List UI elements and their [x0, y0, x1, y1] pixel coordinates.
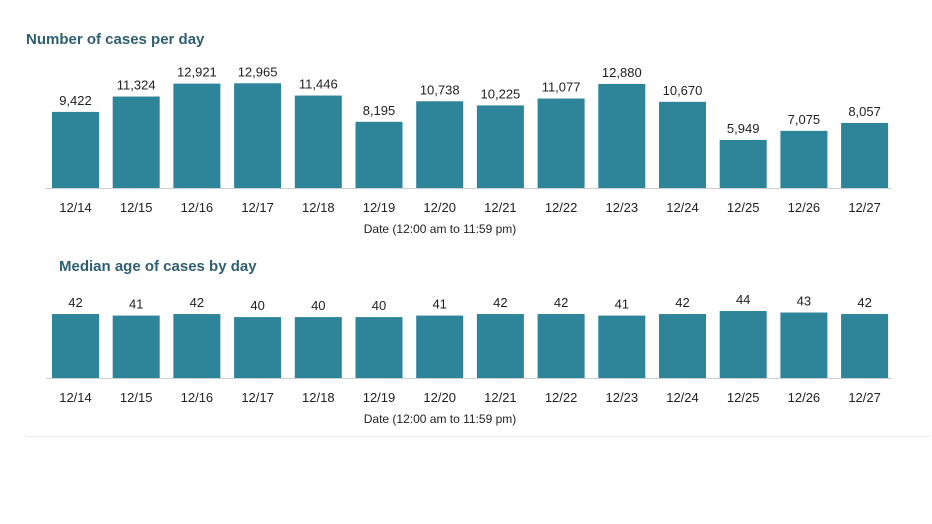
x-tick-label: 12/14	[59, 390, 92, 405]
x-tick-label: 12/17	[241, 200, 274, 215]
bar-12-24	[659, 314, 706, 378]
x-tick-label: 12/18	[302, 390, 335, 405]
median-age-chart-title: Median age of cases by day	[59, 258, 257, 275]
bar-12-22	[537, 314, 585, 378]
bar-12-18	[294, 95, 342, 188]
bar-12-25	[719, 139, 767, 188]
data-label: 11,324	[117, 78, 156, 93]
bar-12-17	[234, 317, 282, 378]
x-tick-label: 12/20	[423, 390, 456, 405]
bar-12-16	[173, 83, 221, 188]
data-label: 12,880	[602, 65, 642, 80]
data-label: 11,077	[542, 80, 581, 95]
data-label: 42	[857, 295, 871, 310]
bar-12-16	[173, 314, 221, 378]
x-tick-label: 12/22	[545, 200, 578, 215]
bar-12-15	[112, 96, 160, 188]
x-tick-label: 12/26	[788, 390, 821, 405]
bar-12-27	[841, 122, 889, 188]
bar-12-23	[598, 315, 646, 378]
x-tick-label: 12/27	[848, 390, 881, 405]
x-tick-label: 12/21	[484, 390, 517, 405]
data-label: 10,670	[663, 83, 703, 98]
bar-12-27	[841, 314, 889, 378]
bar-12-14	[52, 314, 99, 378]
data-label: 40	[250, 298, 264, 313]
data-label: 41	[615, 297, 629, 312]
x-tick-label: 12/25	[727, 200, 760, 215]
data-label: 12,965	[238, 64, 278, 79]
x-tick-label: 12/16	[181, 200, 214, 215]
x-tick-label: 12/17	[241, 390, 274, 405]
bar-12-17	[234, 83, 282, 188]
x-tick-label: 12/25	[727, 390, 760, 405]
data-label: 12,921	[177, 65, 217, 80]
x-tick-label: 12/19	[363, 390, 396, 405]
x-tick-label: 12/24	[666, 390, 699, 405]
bar-12-25	[719, 311, 767, 378]
bottom-divider	[26, 436, 930, 437]
x-tick-label: 12/15	[120, 390, 153, 405]
data-label: 9,422	[59, 93, 92, 108]
data-label: 43	[797, 294, 811, 309]
bar-12-14	[52, 111, 99, 188]
data-label: 40	[311, 298, 325, 313]
data-label: 42	[554, 295, 568, 310]
x-tick-label: 12/26	[788, 200, 821, 215]
data-label: 8,057	[848, 104, 881, 119]
bar-12-20	[416, 101, 464, 188]
x-tick-label: 12/18	[302, 200, 335, 215]
x-tick-label: 12/20	[423, 200, 456, 215]
bar-12-23	[598, 83, 646, 188]
x-tick-label: 12/14	[59, 200, 92, 215]
bar-12-26	[780, 130, 828, 188]
bar-12-21	[476, 314, 524, 378]
bar-12-26	[780, 312, 828, 378]
bar-12-24	[659, 101, 706, 188]
cases-per-day-chart: 9,422 12/14 11,324 12/15 12,921 12/16 12,965 12…	[46, 64, 892, 236]
x-tick-label: 12/16	[181, 390, 214, 405]
bar-12-15	[112, 315, 160, 378]
data-label: 42	[675, 295, 689, 310]
x-tick-label: 12/23	[606, 390, 639, 405]
x-axis-title: Date (12:00 am to 11:59 pm)	[364, 222, 517, 236]
cases-chart-title: Number of cases per day	[26, 31, 205, 48]
bar-12-20	[416, 315, 464, 378]
bar-12-19	[355, 317, 403, 378]
bar-12-22	[537, 98, 585, 188]
x-tick-label: 12/21	[484, 200, 517, 215]
x-axis-title: Date (12:00 am to 11:59 pm)	[364, 412, 517, 426]
bar-12-19	[355, 121, 403, 188]
data-label: 5,949	[727, 121, 760, 136]
x-tick-label: 12/19	[363, 200, 396, 215]
x-tick-label: 12/22	[545, 390, 578, 405]
data-label: 10,738	[420, 82, 460, 97]
data-label: 41	[129, 297, 143, 312]
data-label: 42	[493, 295, 507, 310]
x-tick-label: 12/15	[120, 200, 153, 215]
x-tick-label: 12/24	[666, 200, 699, 215]
bar-12-21	[476, 105, 524, 188]
data-label: 42	[68, 295, 82, 310]
data-label: 40	[372, 298, 386, 313]
data-label: 10,225	[481, 86, 521, 101]
data-label: 41	[432, 297, 446, 312]
bar-12-18	[294, 317, 342, 378]
data-label: 8,195	[363, 103, 396, 118]
median-age-chart: 42 12/14 41 12/15 42 12/16 40 12/17 40 12/18 40 12/…	[46, 292, 892, 426]
data-label: 44	[736, 292, 750, 307]
data-label: 11,446	[299, 77, 338, 92]
data-label: 42	[190, 295, 204, 310]
x-tick-label: 12/27	[848, 200, 881, 215]
data-label: 7,075	[788, 112, 821, 127]
x-tick-label: 12/23	[606, 200, 639, 215]
